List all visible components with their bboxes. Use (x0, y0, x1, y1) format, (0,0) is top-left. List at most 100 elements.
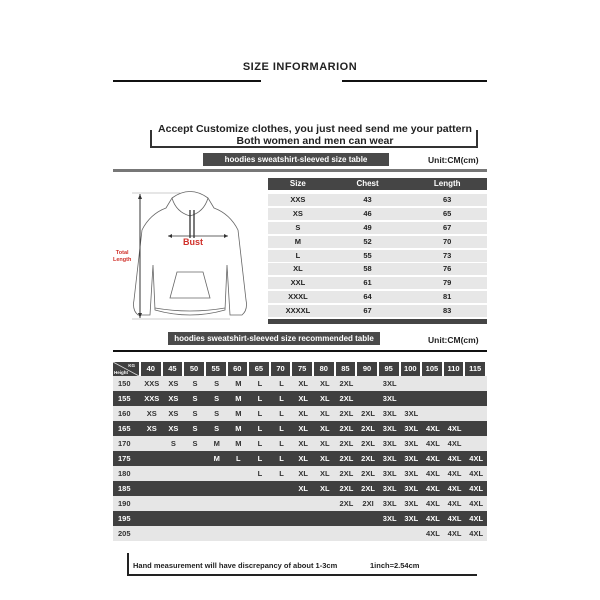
size-cell (271, 481, 293, 496)
size-table-label: hoodies sweatshirt-sleeved size table (203, 153, 389, 166)
size-cell: S (192, 409, 198, 418)
table-row: 165 XS XS S S M L L XL XL 2XL 2XL 3XL 3XL 4XL 4XL (113, 421, 487, 436)
size-cell: S (214, 424, 220, 433)
size-cell: 3XL (382, 499, 397, 508)
footer-box (127, 553, 477, 576)
size-cell: XS (146, 409, 157, 418)
size-cell: 4XL (426, 484, 440, 493)
size-cell (465, 376, 487, 391)
kg-label: KG (128, 363, 135, 368)
weight-header: 70 (270, 362, 291, 376)
size-cell: 2XL (339, 424, 354, 433)
size-cell (141, 436, 163, 451)
size-cell (271, 511, 293, 526)
size-cell: M (235, 394, 242, 403)
size-cell (184, 451, 206, 466)
size-cell: XS (168, 424, 179, 433)
size-cell: 4XL (426, 439, 440, 448)
total-label: Total (115, 250, 129, 256)
divider (113, 169, 487, 172)
size-cell: 2XI (362, 499, 374, 508)
size-cell (465, 406, 487, 421)
table-row: 150 XXS XS S S M L L XL XL 2XL 3XL (113, 376, 487, 391)
size-cell: 4XL (447, 484, 462, 493)
size-cell: M (235, 439, 242, 448)
size-cell: XL (298, 409, 308, 418)
size-cell: L (279, 379, 284, 388)
size-cell: 2XL (339, 379, 354, 388)
size-cell (228, 466, 250, 481)
size-cell: XL (298, 439, 308, 448)
size-cell (465, 391, 487, 406)
size-cell (422, 391, 444, 406)
size-cell (249, 481, 271, 496)
weight-header: 60 (227, 362, 248, 376)
table-cell: M (294, 236, 301, 246)
size-cell: 2XL (361, 424, 375, 433)
size-cell: M (235, 424, 242, 433)
size-cell (206, 481, 228, 496)
size-cell: XL (298, 484, 308, 493)
size-cell (163, 511, 185, 526)
size-cell (401, 376, 423, 391)
table-row: XXXL 64 81 (268, 291, 487, 304)
size-cell (444, 391, 466, 406)
size-cell (184, 511, 206, 526)
size-cell (422, 406, 444, 421)
size-cell (314, 526, 336, 541)
size-cell: L (279, 424, 284, 433)
size-cell: 2XL (339, 394, 354, 403)
size-cell (249, 526, 271, 541)
height-cell: 160 (118, 409, 131, 418)
size-cell (206, 511, 228, 526)
size-cell: 3XL (382, 409, 397, 418)
size-cell: 4XL (426, 454, 440, 463)
weight-header: 55 (205, 362, 226, 376)
size-cell: 3XL (382, 394, 397, 403)
size-cell: XL (320, 424, 330, 433)
size-cell: XL (298, 469, 308, 478)
table-cell: 67 (443, 222, 452, 232)
size-cell: XL (320, 454, 330, 463)
size-cell: 2XL (339, 454, 354, 463)
size-cell: XL (298, 379, 308, 388)
column-header: Chest (356, 179, 379, 188)
size-cell: XL (298, 394, 308, 403)
size-cell: 4XL (426, 424, 440, 433)
size-cell: S (192, 379, 198, 388)
size-cell: L (257, 424, 263, 433)
weight-header: 115 (465, 362, 485, 376)
size-cell: 2XL (339, 469, 354, 478)
size-cell: XL (320, 394, 330, 403)
recommend-table-unit: Unit:CM(cm) (428, 335, 479, 345)
table-cell: XXL (290, 278, 306, 288)
size-cell: 2XL (339, 439, 354, 448)
height-cell: 195 (118, 514, 131, 523)
size-cell: 4XL (426, 499, 440, 508)
size-cell: S (214, 379, 220, 388)
size-cell (249, 496, 271, 511)
total-length-label: Total Length (113, 250, 131, 264)
table-cell: 83 (443, 306, 452, 316)
divider (113, 350, 487, 352)
table-cell: 64 (363, 292, 372, 302)
size-cell: 3XL (404, 484, 419, 493)
size-cell (465, 436, 487, 451)
size-cell: 3XL (404, 514, 419, 523)
size-cell: S (192, 439, 198, 448)
table-row: 190 2XL 2XI 3XL 3XL 4XL 4XL 4XL (113, 496, 487, 511)
size-cell: 4XL (469, 469, 484, 478)
height-cell: 180 (118, 469, 131, 478)
weight-header: 75 (292, 362, 312, 376)
size-cell: 3XL (404, 439, 419, 448)
table-row: 180 L L XL XL 2XL 2XL 3XL 3XL 4XL 4XL 4XL (113, 466, 487, 481)
height-cell: 165 (118, 424, 131, 433)
table-row: 160 XS XS S S M L L XL XL 2XL 2XL 3XL 3XL (113, 406, 487, 421)
size-cell (292, 496, 314, 511)
table-cell: S (295, 222, 301, 232)
size-cell (292, 511, 314, 526)
size-cell: 4XL (469, 499, 484, 508)
size-cell: 4XL (447, 469, 462, 478)
size-cell (271, 526, 293, 541)
size-table-unit: Unit:CM(cm) (428, 155, 479, 165)
